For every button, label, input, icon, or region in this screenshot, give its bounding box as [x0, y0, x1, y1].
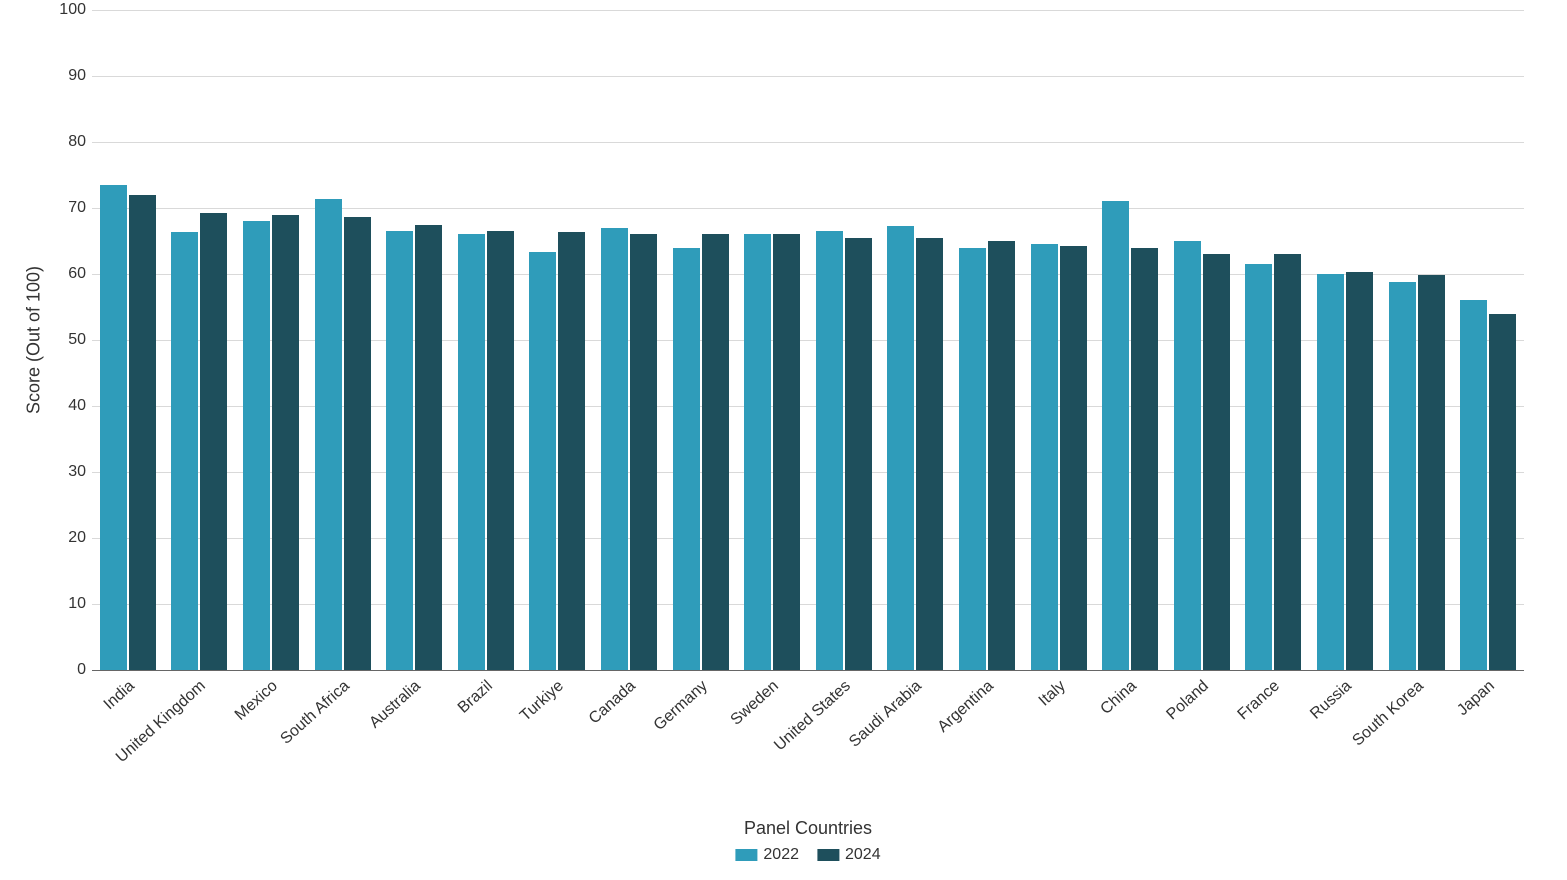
x-tick-label: Argentina: [935, 676, 999, 737]
x-tick-label: Japan: [1454, 676, 1500, 720]
bar: [773, 234, 800, 670]
y-tick-label: 0: [77, 661, 92, 679]
x-axis-line: [92, 670, 1524, 671]
bar: [1418, 275, 1445, 670]
plot-area: 0102030405060708090100IndiaUnited Kingdo…: [92, 10, 1524, 670]
bar: [415, 225, 442, 671]
bar: [744, 234, 771, 670]
bar: [529, 252, 556, 670]
bar: [200, 213, 227, 670]
bar: [988, 241, 1015, 670]
x-tick-label: Germany: [650, 676, 712, 735]
x-tick-label: France: [1235, 676, 1286, 724]
legend-swatch-icon: [817, 849, 839, 861]
bar: [1460, 300, 1487, 670]
legend-item-2024: 2024: [817, 846, 881, 864]
bar: [959, 248, 986, 670]
x-tick-label: Russia: [1307, 676, 1357, 723]
bar: [1031, 244, 1058, 670]
y-tick-label: 80: [68, 133, 92, 151]
bar: [558, 232, 585, 670]
bar: [1389, 282, 1416, 670]
y-tick-label: 20: [68, 529, 92, 547]
y-tick-label: 50: [68, 331, 92, 349]
bar: [344, 217, 371, 670]
x-tick-label: United States: [771, 676, 856, 755]
bar: [673, 248, 700, 670]
x-tick-label: Canada: [586, 676, 641, 728]
chart-container: 0102030405060708090100IndiaUnited Kingdo…: [0, 0, 1567, 880]
x-tick-label: Sweden: [728, 676, 785, 729]
x-tick-label: India: [101, 676, 140, 714]
legend-swatch-icon: [735, 849, 757, 861]
bar: [916, 238, 943, 670]
bars-layer: [92, 10, 1524, 670]
legend-item-2022: 2022: [735, 846, 799, 864]
bar: [272, 215, 299, 670]
x-tick-label: Mexico: [232, 676, 283, 725]
bar: [630, 234, 657, 670]
bar: [386, 231, 413, 670]
x-tick-label: Saudi Arabia: [846, 676, 927, 751]
y-tick-label: 90: [68, 67, 92, 85]
bar: [845, 238, 872, 670]
x-tick-label: Poland: [1163, 676, 1214, 724]
bar: [601, 228, 628, 670]
y-tick-label: 40: [68, 397, 92, 415]
x-tick-label: South Korea: [1349, 676, 1429, 750]
y-tick-label: 70: [68, 199, 92, 217]
bar: [702, 234, 729, 670]
x-tick-label: Australia: [366, 676, 426, 732]
y-tick-label: 60: [68, 265, 92, 283]
legend: 2022 2024: [735, 846, 880, 864]
bar: [1102, 201, 1129, 670]
y-axis-title: Score (Out of 100): [24, 266, 45, 414]
bar: [816, 231, 843, 670]
y-tick-label: 100: [59, 1, 92, 19]
bar: [1346, 272, 1373, 670]
bar: [1174, 241, 1201, 670]
x-axis-title: Panel Countries: [744, 818, 872, 839]
bar: [100, 185, 127, 670]
legend-label: 2022: [763, 846, 799, 864]
bar: [1317, 274, 1344, 670]
bar: [1274, 254, 1301, 670]
y-tick-label: 10: [68, 595, 92, 613]
bar: [315, 199, 342, 670]
bar: [171, 232, 198, 670]
bar: [243, 221, 270, 670]
x-tick-label: Turkiye: [517, 676, 569, 725]
x-tick-label: Brazil: [455, 676, 498, 717]
x-tick-label: China: [1098, 676, 1143, 719]
bar: [1489, 314, 1516, 670]
y-tick-label: 30: [68, 463, 92, 481]
bar: [487, 231, 514, 670]
bar: [1060, 246, 1087, 670]
x-tick-label: Italy: [1035, 676, 1070, 710]
bar: [1131, 248, 1158, 670]
bar: [1203, 254, 1230, 670]
bar: [1245, 264, 1272, 670]
legend-label: 2024: [845, 846, 881, 864]
bar: [458, 234, 485, 670]
x-tick-label: South Africa: [277, 676, 355, 748]
bar: [887, 226, 914, 670]
bar: [129, 195, 156, 670]
